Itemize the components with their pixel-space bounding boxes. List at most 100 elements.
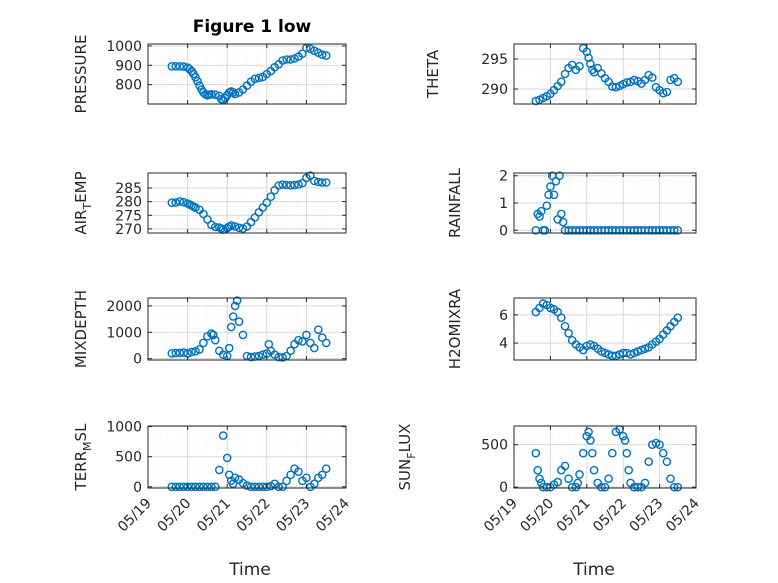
data-point [537, 206, 546, 216]
data-point [537, 478, 546, 488]
subplot-middle-right-1: 0 1 2 RAINFALL [446, 167, 697, 239]
data-point [624, 465, 634, 475]
data-point [309, 343, 319, 353]
data-point [584, 53, 593, 63]
y-tick-label: 6 [499, 308, 508, 324]
y-tick-label: 900 [115, 58, 142, 74]
data-point [228, 88, 238, 97]
data-point [549, 190, 559, 200]
x-axis-label-left: Time [228, 560, 271, 580]
data-point [246, 352, 256, 362]
x-tick-label: 05/23 [273, 496, 313, 536]
x-tick-label: 05/22 [590, 496, 630, 536]
data-point [250, 213, 260, 222]
data-point [171, 482, 180, 492]
x-tick-label: 05/24 [313, 495, 353, 535]
data-point [175, 482, 184, 492]
y-axis-label: RAINFALL [446, 167, 464, 238]
data-point [278, 180, 287, 189]
data-point [298, 178, 307, 188]
data-point [658, 88, 668, 98]
data-point [560, 69, 570, 79]
data-point [655, 440, 664, 450]
data-point [246, 482, 256, 492]
data-point [250, 74, 260, 84]
y-axis-label: PRESSURE [72, 35, 90, 114]
data-point [199, 338, 208, 348]
data-point [321, 464, 331, 474]
data-point [588, 448, 597, 458]
data-point [298, 337, 307, 346]
data-point [553, 477, 563, 487]
y-tick-label: 0 [499, 223, 508, 239]
y-axis-label-sub: F [405, 452, 418, 458]
data-point [274, 482, 284, 492]
data-point [199, 209, 208, 219]
y-tick-label: 295 [481, 52, 508, 68]
data-point [611, 351, 621, 361]
data-point [175, 62, 184, 71]
data-point [673, 225, 683, 235]
data-point [560, 461, 570, 471]
data-point [321, 178, 331, 187]
data-point [278, 482, 287, 492]
data-point [662, 457, 672, 467]
y-tick-label: 0 [133, 480, 142, 496]
axes-box [147, 297, 347, 361]
data-point [167, 198, 177, 207]
data-point [294, 335, 303, 345]
subplot-middle-left-2: 0 1000 2000 MIXDEPTH [72, 290, 347, 368]
data-point [586, 340, 595, 349]
data-point [218, 431, 228, 440]
data-point [282, 476, 291, 486]
data-point [226, 221, 236, 230]
data-point [218, 350, 228, 360]
data-point [224, 222, 234, 231]
data-point [575, 61, 584, 71]
data-point [187, 347, 196, 357]
data-point [558, 217, 568, 227]
data-point [604, 474, 613, 484]
data-point [175, 197, 184, 206]
data-point [171, 198, 180, 207]
data-point [278, 353, 287, 362]
y-axis-label: MIXDEPTH [72, 290, 90, 368]
data-point [557, 313, 566, 323]
data-point [673, 77, 683, 87]
data-point [175, 348, 184, 358]
data-point [622, 78, 632, 87]
data-point [191, 482, 200, 492]
data-point [286, 346, 295, 356]
data-point [254, 73, 264, 83]
data-point [230, 301, 240, 311]
data-point [640, 478, 650, 488]
y-axis-label: AIRTEMP [72, 171, 94, 234]
data-point [564, 474, 573, 484]
data-point [611, 82, 621, 92]
data-point [191, 346, 200, 356]
y-tick-label: 0 [499, 480, 508, 496]
data-point [666, 474, 675, 484]
y-tick-label: 290 [481, 82, 508, 98]
y-tick-label: 500 [481, 438, 508, 454]
data-point [582, 47, 592, 57]
data-point [210, 482, 220, 492]
y-tick-label: 285 [115, 181, 142, 197]
data-point [232, 296, 242, 305]
data-point [589, 465, 599, 475]
data-point [557, 209, 566, 219]
data-point [210, 90, 220, 99]
data-point [207, 329, 216, 338]
data-point [286, 55, 295, 64]
data-point [171, 62, 180, 71]
data-point [278, 56, 287, 65]
data-point [274, 181, 284, 190]
data-point [317, 470, 327, 480]
x-axis-label-right: Time [572, 560, 615, 580]
axes-box [147, 172, 347, 234]
data-point [597, 482, 606, 492]
data-point [230, 222, 240, 231]
